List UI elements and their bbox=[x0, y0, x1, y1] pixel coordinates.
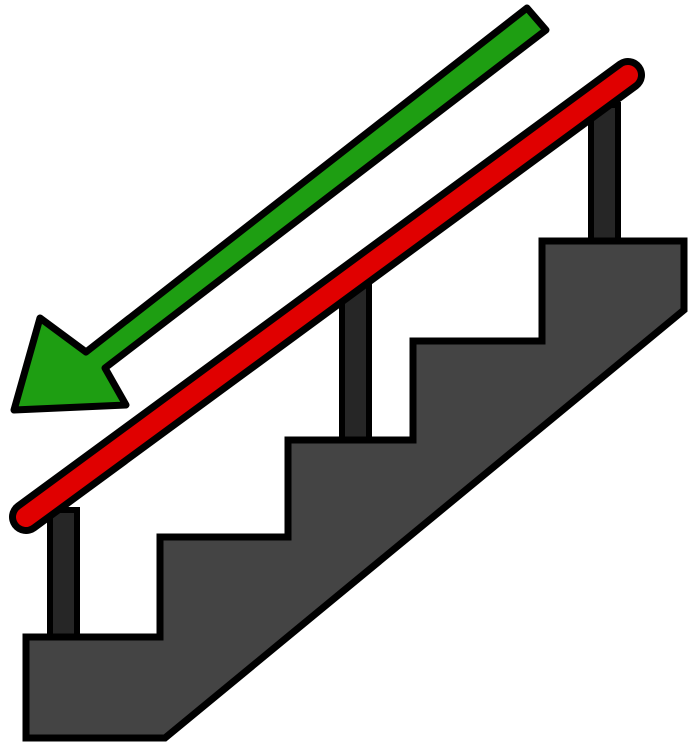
handrail-post-middle bbox=[339, 282, 372, 448]
handrail-post-left bbox=[47, 507, 80, 645]
arrow-down-left-icon bbox=[10, 4, 550, 414]
handrail-post-right bbox=[588, 102, 621, 248]
staircase-icon bbox=[22, 237, 688, 742]
handrail-icon bbox=[9, 58, 645, 534]
